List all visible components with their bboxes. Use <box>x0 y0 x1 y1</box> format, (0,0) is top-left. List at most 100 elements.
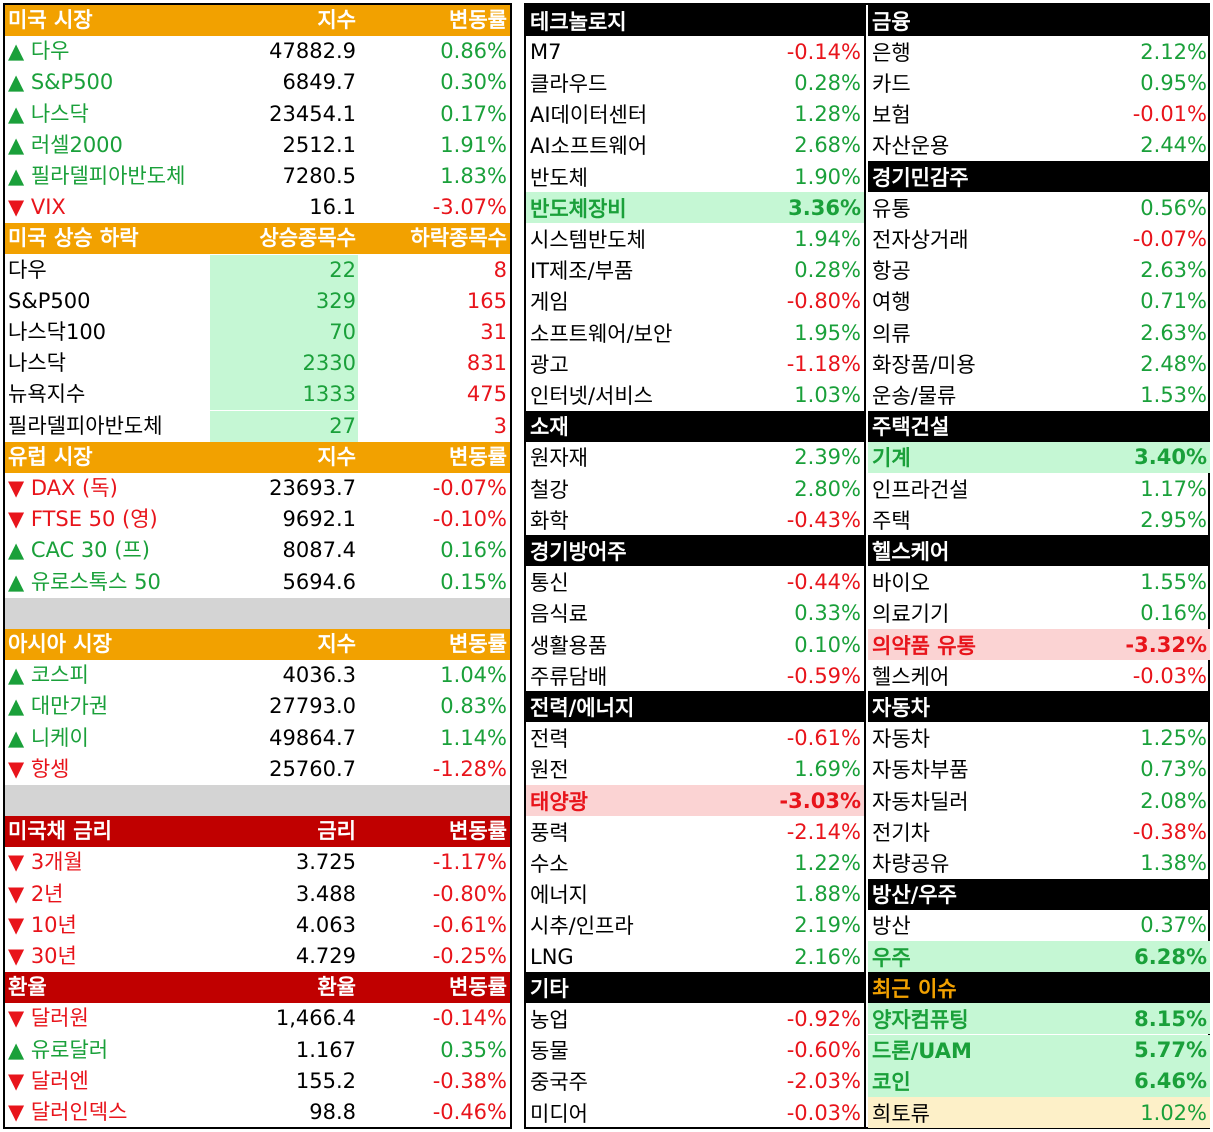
sector-header: 헬스케어 <box>868 535 1210 567</box>
treasury-row: ▼ 30년 4.729 -0.25% <box>5 941 510 972</box>
sector-header: 소재 <box>526 410 864 442</box>
sector-change: -0.14% <box>786 39 861 64</box>
sector-row: 의약품 유통 -3.32% <box>868 629 1210 660</box>
sector-change: -0.07% <box>1132 226 1207 251</box>
sector-change: 2.63% <box>1140 258 1207 283</box>
row-change: -0.80% <box>432 881 507 906</box>
row-change: -0.14% <box>432 1006 507 1031</box>
down-count: 831 <box>466 351 507 376</box>
sector-change: 6.28% <box>1134 944 1207 969</box>
row-name: ▼ 2년 <box>8 881 64 906</box>
sector-row: 유통 0.56% <box>868 192 1210 223</box>
sector-name: 반도체장비 <box>530 196 627 221</box>
row-change: 0.17% <box>440 101 507 126</box>
row-value: 23454.1 <box>269 101 356 126</box>
sector-row: 원전 1.69% <box>526 754 864 785</box>
sector-change: 2.80% <box>794 476 861 501</box>
sector-name: 자동차 <box>872 727 930 752</box>
row-change: -1.17% <box>432 850 507 875</box>
us-market-row: ▲ 필라델피아반도체 7280.5 1.83% <box>5 161 510 192</box>
sector-name: 음식료 <box>530 602 588 627</box>
sector-column-b: 금융 은행 2.12% 카드 0.95% 보험 -0.01% 자산운용 2.44% 경기민감주 유통… <box>868 5 1210 1129</box>
row-name: ▼ DAX (독) <box>8 476 118 500</box>
sector-name: LNG <box>530 944 574 969</box>
sector-change: -1.18% <box>786 351 861 376</box>
header-cell: 유럽 시장 <box>8 444 93 469</box>
sector-name: 수소 <box>530 851 569 876</box>
sector-title: 테크놀로지 <box>530 9 627 34</box>
sector-name: AI데이터센터 <box>530 103 648 128</box>
sector-title: 자동차 <box>872 695 930 720</box>
row-value: 98.8 <box>309 1100 356 1124</box>
fx-row: ▼ 달러엔 155.2 -0.38% <box>5 1066 510 1097</box>
sector-change: 2.12% <box>1140 39 1207 64</box>
sector-name: 바이오 <box>872 571 930 596</box>
sector-change: 5.77% <box>1134 1038 1207 1063</box>
sector-name: 헬스케어 <box>872 664 950 689</box>
sector-row: 시스템반도체 1.94% <box>526 223 864 254</box>
sector-change: -0.43% <box>786 507 861 532</box>
sector-row: 인프라건설 1.17% <box>868 473 1210 504</box>
sector-row: 소프트웨어/보안 1.95% <box>526 317 864 348</box>
row-name: ▲ 필라델피아반도체 <box>8 164 186 188</box>
sector-change: 0.10% <box>794 632 861 657</box>
sector-change: 3.40% <box>1134 445 1207 470</box>
row-change: 1.04% <box>440 663 507 688</box>
sector-name: 철강 <box>530 477 569 502</box>
sector-name: 중국주 <box>530 1070 588 1095</box>
sector-name: 운송/물류 <box>872 383 957 408</box>
sector-name: 전기차 <box>872 820 930 845</box>
row-change: -0.38% <box>432 1068 507 1093</box>
sector-header: 기타 <box>526 972 864 1004</box>
sector-change: 0.71% <box>1140 289 1207 314</box>
sector-row: 운송/물류 1.53% <box>868 379 1210 410</box>
row-value: 9692.1 <box>282 507 356 532</box>
row-value: 49864.7 <box>269 725 356 750</box>
row-name: ▲ 나스닥 <box>8 101 89 126</box>
sector-change: 0.95% <box>1140 70 1207 95</box>
header-cell: 변동률 <box>449 632 507 656</box>
treasury-row: ▼ 2년 3.488 -0.80% <box>5 879 510 910</box>
sector-name: 의약품 유통 <box>872 633 976 658</box>
sector-name: 농업 <box>530 1007 569 1032</box>
sector-row: AI데이터센터 1.28% <box>526 99 864 130</box>
sector-name: 의료기기 <box>872 602 950 627</box>
sector-name: AI소프트웨어 <box>530 134 648 159</box>
sector-name: 방산 <box>872 914 911 939</box>
sector-row: 풍력 -2.14% <box>526 816 864 847</box>
header-cell: 미국 시장 <box>8 8 93 32</box>
sector-name: 드론/UAM <box>872 1039 972 1064</box>
row-name: ▼ FTSE 50 (영) <box>8 507 158 532</box>
us-market-row: ▲ 나스닥 23454.1 0.17% <box>5 99 510 130</box>
sector-title: 헬스케어 <box>872 539 950 564</box>
row-value: 4.063 <box>295 912 356 937</box>
row-name: ▼ 달러엔 <box>8 1068 89 1093</box>
up-count: 329 <box>210 285 358 317</box>
sector-change: 2.39% <box>794 445 861 470</box>
row-value: 47882.9 <box>269 39 356 64</box>
row-change: -3.07% <box>432 195 507 220</box>
sector-row: 화장품/미용 2.48% <box>868 348 1210 379</box>
header-cell: 금리 <box>317 819 356 844</box>
sector-title: 전력/에너지 <box>530 695 635 720</box>
asia-header: 아시아 시장 지수 변동률 <box>5 629 510 660</box>
sector-row: 자산운용 2.44% <box>868 130 1210 161</box>
sector-change: -0.92% <box>786 1006 861 1031</box>
sector-name: 반도체 <box>530 165 588 190</box>
sector-change: 1.03% <box>794 382 861 407</box>
sector-change: -3.03% <box>779 788 861 813</box>
sector-name: 은행 <box>872 40 911 65</box>
sector-change: 0.33% <box>794 601 861 626</box>
sector-name: 풍력 <box>530 820 569 845</box>
down-count: 31 <box>480 320 507 344</box>
asia-row: ▲ 니케이 49864.7 1.14% <box>5 723 510 754</box>
sector-row: 자동차부품 0.73% <box>868 754 1210 785</box>
row-name: ▼ VIX <box>8 195 66 220</box>
sector-change: 1.22% <box>794 850 861 875</box>
up-count: 27 <box>210 410 358 442</box>
sector-title: 기타 <box>530 976 569 1001</box>
sector-name: 인터넷/서비스 <box>530 383 653 408</box>
sector-change: 1.90% <box>794 164 861 189</box>
sector-change: 2.16% <box>794 944 861 969</box>
us-breadth-row: 다우 22 8 <box>5 254 510 286</box>
